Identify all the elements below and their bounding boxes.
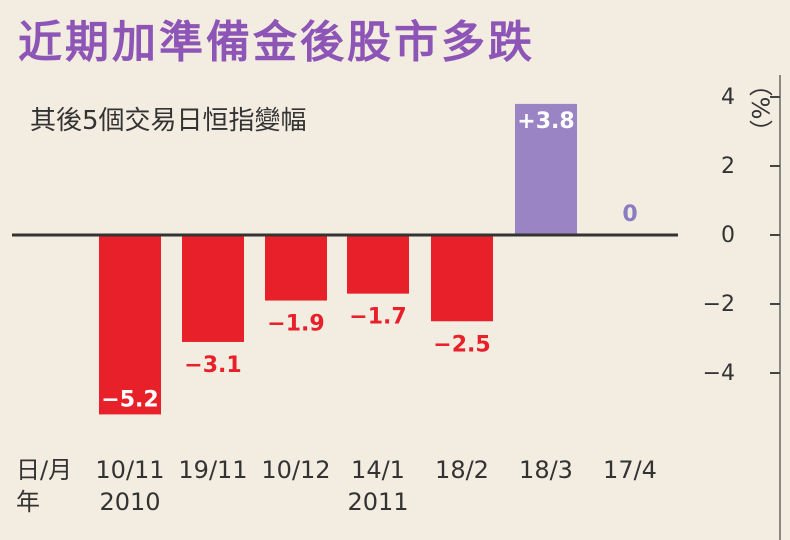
- x-axis-label-daymonth: 日/月: [16, 456, 72, 484]
- data-label: −2.5: [433, 332, 490, 357]
- x-tick-label: 18/3: [519, 456, 573, 484]
- data-label: −1.7: [349, 305, 406, 330]
- x-year-label: 2011: [347, 488, 408, 516]
- bar-18-3: [515, 103, 577, 236]
- y-tick-label: 2: [721, 154, 735, 179]
- y-tick-label: −4: [703, 361, 735, 386]
- y-axis-unit-label: （%）: [746, 73, 774, 144]
- y-tick-label: −2: [703, 292, 735, 317]
- bar-19-11: [182, 235, 244, 342]
- x-tick-label: 19/11: [178, 456, 247, 484]
- data-label: 0: [622, 202, 637, 227]
- bar-18-2: [431, 235, 493, 322]
- chart-subtitle: 其後5個交易日恒指變幅: [30, 106, 307, 136]
- x-tick-label: 18/2: [435, 456, 489, 484]
- chart-title: 近期加準備金後股市多跌: [18, 17, 535, 68]
- x-tick-label: 10/12: [261, 456, 330, 484]
- x-year-label: 2010: [99, 488, 160, 516]
- x-tick-label: 17/4: [603, 456, 657, 484]
- y-tick-label: 4: [721, 85, 735, 110]
- bar-10-12: [265, 235, 327, 301]
- data-label: +3.8: [517, 109, 574, 134]
- data-label: −3.1: [184, 353, 241, 378]
- data-label: −5.2: [101, 387, 158, 412]
- x-tick-label: 14/1: [351, 456, 405, 484]
- x-tick-label: 10/11: [95, 456, 164, 484]
- x-axis-label-year: 年: [16, 488, 40, 516]
- y-tick-label: 0: [721, 223, 735, 248]
- data-label: −1.9: [267, 312, 324, 337]
- bar-10-11: [99, 235, 161, 415]
- bar-14-1: [347, 235, 409, 294]
